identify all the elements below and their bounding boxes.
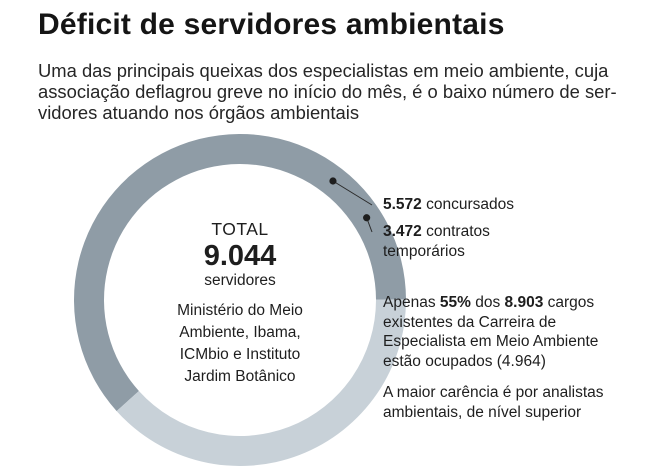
organizations-line: Ministério do Meio (177, 302, 303, 319)
leader-temporarios-dot (363, 214, 371, 222)
note-line: existentes da Carreira de (383, 313, 557, 331)
note-cargos: Apenas 55% dos 8.903 cargos existentes d… (383, 293, 598, 371)
legend-temporarios-label-2: temporários (383, 243, 465, 260)
note-line: Especialista em Meio Ambiente (383, 333, 599, 350)
organizations-line: ICMbio e Instituto (179, 346, 301, 363)
legend-temporarios-label: contratos (426, 223, 490, 240)
note-percent: 55% (439, 294, 471, 311)
subtitle-line: Uma das principais queixas dos especiali… (38, 60, 609, 81)
leader-concursados-dot (329, 177, 337, 185)
total-label: TOTAL (211, 219, 269, 239)
note-carencia: A maior carência é por analistas ambient… (383, 383, 604, 422)
total-value: 9.044 (203, 240, 277, 272)
note-cargos-total: 8.903 (504, 294, 544, 311)
note-text: dos (470, 294, 505, 311)
note-text: Apenas (383, 294, 440, 311)
legend-temporarios: 3.472 contratos temporários (383, 222, 490, 262)
total-unit: servidores (204, 272, 276, 289)
note-line: A maior carência é por analistas (383, 384, 604, 401)
legend-concursados-label: concursados (426, 196, 514, 213)
subtitle-line: vidores atuando nos órgãos ambientais (38, 102, 360, 123)
note-line: Apenas 55% dos 8.903 cargos (383, 293, 598, 313)
note-text: cargos (543, 294, 595, 311)
leader-concursados-line (332, 180, 373, 206)
subtitle-line: associação deflagrou greve no início do … (38, 81, 617, 102)
page-title: Déficit de servidores ambientais (38, 8, 505, 41)
organizations-line: Jardim Botânico (184, 368, 296, 385)
legend-leaders (329, 177, 373, 233)
note-line: ambientais, de nível superior (383, 403, 582, 421)
organizations-line: Ambiente, Ibama, (179, 324, 301, 341)
legend-concursados-value: 5.572 (383, 196, 422, 213)
legend-temporarios-value: 3.472 (383, 223, 422, 240)
organizations: Ministério do Meio Ambiente, Ibama, ICMb… (130, 300, 350, 388)
donut-slice-concursados (73, 133, 406, 412)
donut-slices (73, 133, 406, 466)
donut-slice-temporarios (116, 299, 406, 466)
subtitle: Uma das principais queixas dos especiali… (38, 60, 643, 123)
note-line: estão ocupados (4.964) (383, 352, 546, 370)
legend-concursados: 5.572 concursados (383, 195, 514, 215)
